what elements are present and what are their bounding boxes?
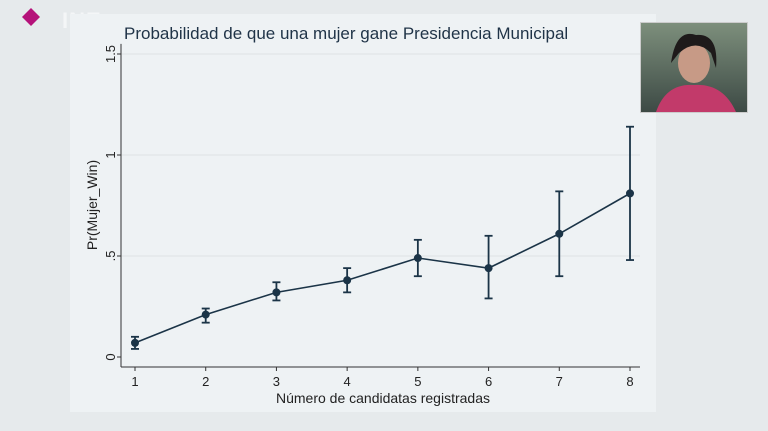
data-point bbox=[201, 310, 210, 319]
chart-title: Probabilidad de que una mujer gane Presi… bbox=[124, 24, 568, 43]
y-tick-label: .5 bbox=[103, 251, 118, 262]
x-tick-label: 6 bbox=[485, 374, 492, 389]
y-tick-label: 1 bbox=[103, 151, 118, 158]
chart-panel bbox=[70, 14, 656, 412]
data-point bbox=[272, 288, 281, 297]
x-tick-label: 4 bbox=[344, 374, 351, 389]
x-tick-label: 8 bbox=[626, 374, 633, 389]
x-tick-label: 7 bbox=[556, 374, 563, 389]
data-point bbox=[413, 254, 422, 263]
y-tick-label: 0 bbox=[103, 353, 118, 360]
x-axis-label: Número de candidatas registradas bbox=[276, 390, 490, 406]
data-point bbox=[555, 229, 564, 238]
presenter-webcam bbox=[640, 22, 748, 113]
x-tick-label: 2 bbox=[202, 374, 209, 389]
x-tick-label: 3 bbox=[273, 374, 280, 389]
ine-logo bbox=[20, 6, 42, 28]
data-point bbox=[343, 276, 352, 285]
x-tick-label: 5 bbox=[414, 374, 421, 389]
data-point bbox=[131, 338, 139, 347]
x-tick-label: 1 bbox=[131, 374, 138, 389]
data-point bbox=[484, 264, 493, 273]
series-line bbox=[134, 192, 631, 344]
y-axis-label: Pr(Mujer_Win) bbox=[84, 160, 100, 250]
y-tick-label: 1.5 bbox=[103, 45, 118, 63]
data-point bbox=[626, 189, 634, 198]
